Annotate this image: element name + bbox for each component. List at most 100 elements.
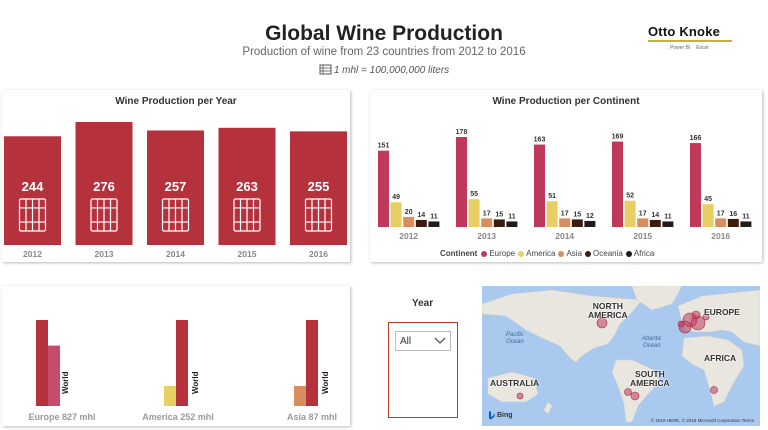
- map-label-south-america: SOUTH AMERICA: [630, 369, 670, 388]
- bubble-argentina: [630, 391, 640, 401]
- world-compare-chart: World Europe 827 mhl World America 252 mhl W…: [28, 320, 337, 422]
- continent-bar-value: 163: [534, 137, 546, 144]
- continent-bar-value: 14: [651, 212, 659, 219]
- continent-total-label: Asia 87 mhl: [287, 412, 337, 422]
- continent-bar-oceania-2013[interactable]: [493, 219, 505, 227]
- legend-label-america: America: [526, 249, 556, 258]
- year-dropdown[interactable]: All: [395, 331, 451, 351]
- year-axis-label: 2012: [23, 249, 42, 259]
- year-chart-title: Wine Production per Year: [115, 96, 237, 107]
- continent-bar-europe-2012[interactable]: [378, 150, 389, 227]
- legend-item-oceania[interactable]: Oceania: [585, 249, 623, 258]
- year-dropdown-value: All: [400, 335, 412, 347]
- continent-bar-value: 14: [417, 212, 425, 219]
- year-axis-label: 2015: [238, 249, 257, 259]
- land-new-zealand: [543, 401, 553, 415]
- continent-axis-label: 2016: [711, 231, 730, 241]
- continent-bar-america-2016[interactable]: [702, 204, 714, 227]
- legend-label-africa: Africa: [633, 249, 655, 258]
- continent-bar-africa-2014[interactable]: [584, 220, 596, 227]
- bubble-usa: [596, 317, 608, 329]
- continent-bar-oceania-2016[interactable]: [727, 218, 739, 227]
- bubble-portugal: [677, 320, 685, 328]
- logo-tag-powerbi: Power BI: [670, 45, 691, 51]
- continent-bar-asia-2012[interactable]: [403, 216, 415, 227]
- world-bar-label: World: [61, 371, 70, 394]
- continent-bar-asia-2013[interactable]: [481, 218, 493, 227]
- legend-item-america[interactable]: America: [518, 249, 555, 258]
- continent-bar-america-2013[interactable]: [468, 199, 480, 227]
- year-bar-value: 263: [236, 179, 258, 194]
- legend-item-africa[interactable]: Africa: [625, 249, 655, 258]
- continent-bar-value: 12: [586, 213, 594, 220]
- bubble-australia: [516, 392, 524, 400]
- continent-bar-asia-2014[interactable]: [559, 218, 571, 227]
- barrel-icon: [18, 198, 47, 232]
- legend-dot-europe: [481, 250, 488, 257]
- year-slicer-label: Year: [412, 298, 434, 309]
- continent-bar-america-2012[interactable]: [390, 202, 402, 227]
- continent-bar-america-2014[interactable]: [546, 201, 558, 227]
- continent-bar-value: 52: [626, 193, 634, 200]
- continent-bar-value: 166: [690, 135, 702, 142]
- continent-bar-europe-2016[interactable]: [690, 143, 701, 227]
- continent-bar-value: 17: [483, 210, 491, 217]
- world-map[interactable]: NORTH AMERICA EUROPE AFRICA SOUTH AMERIC…: [482, 286, 760, 426]
- land-south-america: [611, 359, 661, 423]
- year-bar-value: 244: [22, 179, 44, 194]
- continent-bar-oceania-2012[interactable]: [415, 219, 427, 227]
- logo-tags: Power BI Excel: [648, 45, 736, 51]
- continent-bar-europe-2013[interactable]: [456, 137, 467, 227]
- world-bar-1[interactable]: [176, 320, 188, 406]
- continent-bar-africa-2015[interactable]: [662, 221, 674, 227]
- continent-bar-america-2015[interactable]: [624, 200, 636, 227]
- continent-bar-africa-2016[interactable]: [740, 221, 752, 227]
- year-axis-label: 2014: [166, 249, 185, 259]
- bubble-germany: [691, 310, 701, 320]
- logo-name: Otto Knoke: [648, 24, 721, 39]
- legend-item-asia[interactable]: Asia: [558, 249, 582, 258]
- continent-chart-title: Wine Production per Continent: [492, 96, 640, 107]
- continent-bar-oceania-2014[interactable]: [571, 219, 583, 227]
- continent-bar-africa-2012[interactable]: [428, 221, 440, 227]
- legend-item-europe[interactable]: Europe: [481, 249, 515, 258]
- legend-dot-oceania: [585, 250, 592, 257]
- continent-axis-label: 2012: [399, 231, 418, 241]
- continent-share-bar-1[interactable]: [164, 386, 176, 406]
- continent-bar-europe-2014[interactable]: [534, 144, 545, 227]
- bubble-chile: [624, 388, 632, 396]
- continent-total-label: America 252 mhl: [142, 412, 214, 422]
- continent-axis-label: 2014: [555, 231, 574, 241]
- map-credit: © 2018 HERE, © 2018 Microsoft Corporatio…: [650, 418, 754, 423]
- continent-legend: Continent Europe America Asia Oceania Af…: [440, 249, 657, 258]
- continent-bar-oceania-2015[interactable]: [649, 219, 661, 227]
- continent-share-bar-2[interactable]: [294, 386, 306, 406]
- land-greenland: [631, 286, 683, 311]
- barrel-icon: [90, 198, 118, 232]
- legend-label-asia: Asia: [566, 249, 583, 258]
- page-title: Global Wine Production: [265, 22, 503, 45]
- page-subtitle: Production of wine from 23 countries fro…: [242, 46, 526, 58]
- continent-bar-asia-2016[interactable]: [715, 218, 727, 227]
- continent-bar-value: 45: [704, 196, 712, 203]
- continent-share-bar-0[interactable]: [48, 345, 60, 406]
- land-africa: [681, 335, 745, 407]
- year-bar-value: 255: [308, 179, 330, 194]
- map-label-north-america: NORTH AMERICA: [588, 301, 628, 320]
- continent-bar-asia-2015[interactable]: [637, 218, 649, 227]
- continent-bar-value: 55: [470, 191, 478, 198]
- year-axis-label: 2013: [95, 249, 114, 259]
- barrel-icon: [319, 64, 332, 75]
- continent-bar-europe-2015[interactable]: [612, 141, 623, 227]
- bubble-south-africa: [710, 386, 718, 394]
- continent-bar-value: 17: [639, 210, 647, 217]
- world-bar-0[interactable]: [36, 320, 48, 406]
- map-label-pacific: Pacific Ocean: [506, 332, 524, 345]
- continent-bar-africa-2013[interactable]: [506, 221, 518, 227]
- continent-bar-value: 20: [405, 209, 413, 216]
- map-label-europe: EUROPE: [704, 307, 740, 317]
- legend-label-europe: Europe: [489, 249, 516, 258]
- world-bar-2[interactable]: [306, 320, 318, 406]
- barrel-icon: [161, 198, 190, 232]
- continent-axis-label: 2013: [477, 231, 496, 241]
